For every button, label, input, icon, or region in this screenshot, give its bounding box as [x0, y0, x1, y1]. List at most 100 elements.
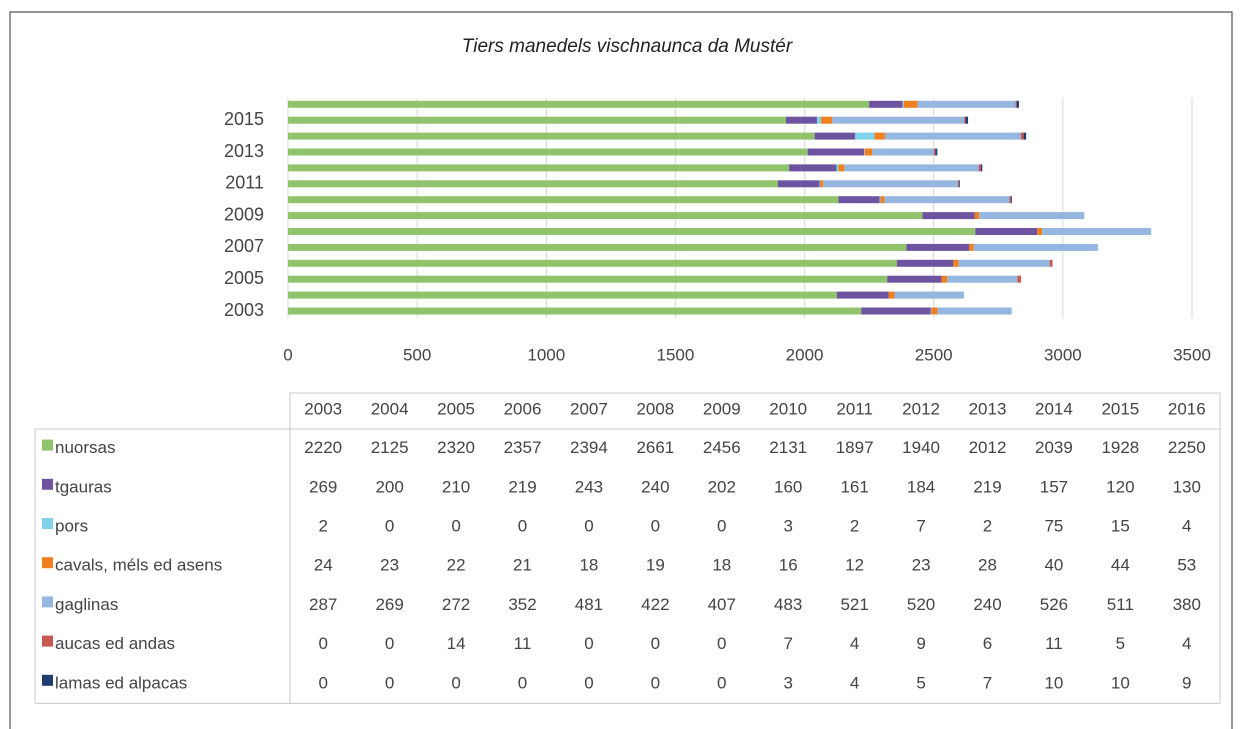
bar-segment — [1037, 228, 1043, 235]
bar-segment — [836, 291, 889, 299]
table-cell: 5 — [1116, 634, 1125, 653]
table-cell: 287 — [309, 595, 337, 614]
table-cell: 269 — [375, 595, 403, 614]
table-cell: 9 — [916, 634, 925, 653]
bar-segment — [964, 116, 966, 124]
table-cell: 380 — [1173, 595, 1201, 614]
table-header: 2016 — [1168, 399, 1206, 418]
table-cell: 0 — [717, 516, 726, 535]
table-cell: 0 — [518, 516, 527, 535]
bar-segment — [902, 100, 904, 108]
table-cell: 28 — [978, 556, 997, 575]
table-cell: 200 — [375, 477, 403, 496]
bar-segment — [887, 275, 942, 283]
bar-segment — [1015, 100, 1017, 108]
table-cell: 3 — [783, 673, 792, 692]
table-cell: 1940 — [902, 438, 940, 457]
table-cell: 12 — [845, 556, 864, 575]
bar-segment — [917, 100, 1016, 108]
bar-segment — [838, 164, 845, 172]
bar-segment — [1011, 196, 1012, 204]
table-cell: 483 — [774, 595, 802, 614]
table-cell: 0 — [584, 516, 593, 535]
bar-segment — [807, 148, 865, 156]
bar-segment — [947, 275, 1018, 283]
table-cell: 511 — [1107, 595, 1134, 614]
y-tick-label: 2007 — [224, 236, 264, 256]
bar-segment — [975, 228, 1038, 235]
bar-segment — [814, 132, 856, 140]
table-cell: 2357 — [504, 438, 542, 457]
table-cell: 481 — [575, 595, 603, 614]
x-tick-label: 3500 — [1173, 345, 1211, 364]
y-tick-label: 2009 — [224, 204, 264, 224]
bar-segment — [980, 164, 983, 172]
bar-segment — [1020, 132, 1024, 140]
bar-segment — [974, 212, 980, 220]
table-cell: 157 — [1040, 477, 1068, 496]
legend-swatch — [42, 518, 53, 529]
table-cell: 0 — [717, 634, 726, 653]
table-cell: 352 — [508, 595, 536, 614]
bar-segment — [869, 100, 903, 108]
x-tick-label: 2000 — [786, 345, 824, 364]
table-header: 2009 — [703, 399, 741, 418]
bar-segment — [288, 212, 923, 220]
table-cell: 0 — [451, 673, 460, 692]
table-cell: 53 — [1177, 556, 1196, 575]
legend-swatch — [42, 439, 53, 451]
table-cell: 2250 — [1168, 438, 1206, 457]
bar-segment — [861, 307, 931, 315]
table-cell: 2661 — [636, 438, 674, 457]
table-cell: 202 — [708, 477, 736, 496]
bar-segment — [880, 196, 885, 204]
bar-segment — [789, 164, 837, 172]
y-tick-label: 2013 — [224, 141, 264, 161]
table-cell: 269 — [309, 477, 337, 496]
bar-segment — [864, 148, 872, 156]
y-tick-label: 2015 — [224, 109, 264, 129]
bar-segment — [288, 259, 897, 267]
bar-segment — [836, 164, 839, 172]
table-cell: 1897 — [836, 438, 874, 457]
legend-swatch — [42, 596, 53, 608]
table-cell: 407 — [708, 595, 736, 614]
table-cell: 2394 — [570, 438, 608, 457]
table-cell: 2456 — [703, 438, 741, 457]
table-cell: 23 — [380, 556, 399, 575]
table-cell: 210 — [442, 477, 470, 496]
table-header: 2005 — [437, 399, 475, 418]
table-cell: 2220 — [304, 438, 342, 457]
table-cell: 0 — [651, 516, 660, 535]
table-cell: 11 — [1045, 634, 1063, 653]
table-header: 2007 — [570, 399, 608, 418]
bar-segment — [1023, 132, 1027, 140]
table-cell: 14 — [447, 634, 466, 653]
legend-label: gaglinas — [55, 595, 118, 614]
table-cell: 219 — [973, 477, 1001, 496]
table-cell: 219 — [508, 477, 536, 496]
table-cell: 0 — [584, 673, 593, 692]
table-cell: 22 — [447, 556, 466, 575]
bar-segment — [823, 180, 958, 188]
table-header: 2006 — [504, 399, 542, 418]
bar-segment — [979, 212, 1085, 220]
table-cell: 4 — [850, 634, 859, 653]
bar-segment — [978, 164, 981, 172]
table-cell: 243 — [575, 477, 603, 496]
bar-segment — [288, 164, 790, 172]
table-cell: 2 — [983, 516, 992, 535]
bar-segment — [820, 116, 833, 124]
bar-segment — [884, 132, 1021, 140]
bar-segment — [896, 259, 954, 267]
x-tick-label: 2500 — [915, 345, 953, 364]
table-cell: 0 — [717, 673, 726, 692]
bar-segment — [819, 180, 821, 188]
table-cell: 0 — [385, 634, 394, 653]
table-cell: 0 — [385, 516, 394, 535]
table-cell: 184 — [907, 477, 935, 496]
bar-segment — [933, 148, 936, 156]
y-tick-label: 2011 — [225, 173, 264, 193]
x-tick-label: 3000 — [1044, 345, 1082, 364]
bar-segment — [888, 291, 895, 299]
